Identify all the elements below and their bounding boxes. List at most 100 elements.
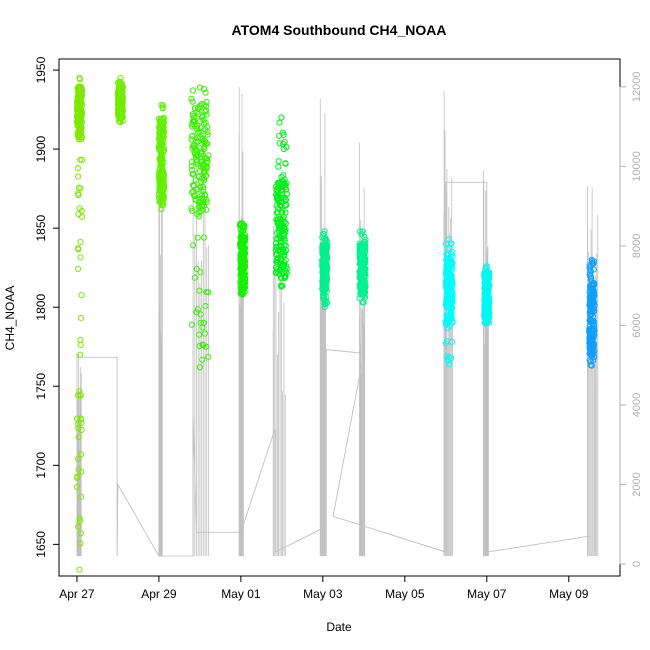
ch4-point: [484, 291, 491, 298]
ch4-point: [76, 517, 84, 524]
ch4-point: [282, 160, 289, 167]
ch4-point: [277, 216, 284, 223]
ch4-point-extreme: [278, 114, 285, 121]
ch4-point: [201, 143, 208, 150]
ch4-point: [116, 91, 123, 98]
ch4-point: [73, 415, 81, 422]
ch4-point: [447, 298, 454, 305]
ch4-point: [279, 249, 286, 256]
ch4-point: [199, 356, 206, 363]
ch4-point: [196, 331, 203, 338]
x-tick-label: Apr 27: [59, 587, 95, 601]
y-tick-label: 1950: [34, 56, 48, 83]
ch4-point: [591, 354, 598, 361]
ch4-point: [486, 269, 493, 276]
ch4-point: [78, 213, 86, 220]
ch4-point: [205, 152, 212, 159]
ch4-point: [156, 143, 163, 150]
ch4-point: [160, 131, 167, 139]
ch4-point: [74, 473, 81, 480]
ch4-point: [322, 300, 329, 307]
secondary-series: [76, 86, 599, 557]
ch4-point: [75, 173, 82, 180]
ch4-point: [442, 321, 450, 328]
ch4-point: [160, 119, 167, 126]
ch4-point: [159, 129, 166, 136]
y-tick-label: 1900: [34, 135, 48, 162]
ch4-point: [587, 307, 594, 314]
ch4-point: [78, 91, 85, 98]
ch4-point: [443, 338, 451, 345]
ch4-point: [276, 232, 283, 240]
ch4-point: [76, 121, 84, 129]
ch4-point: [274, 187, 281, 194]
ch4-point: [194, 152, 201, 159]
ch4-point: [586, 283, 594, 290]
ch4-point: [77, 351, 84, 358]
ch4-cluster: [356, 228, 369, 306]
ch4-point: [198, 128, 205, 135]
ch4-point: [78, 419, 85, 426]
ch4-point: [191, 142, 198, 149]
ch4-point: [485, 301, 492, 308]
ch4-point: [319, 245, 326, 252]
ch4-point: [274, 193, 282, 200]
ch4-cluster: [586, 256, 598, 369]
ch4-point: [189, 189, 196, 196]
ch4-point-extreme: [196, 84, 203, 91]
ch4-point: [190, 242, 197, 249]
ch4-point: [280, 258, 287, 265]
ch4-point: [240, 255, 247, 262]
ch4-point: [196, 102, 203, 109]
ch4-point: [280, 131, 287, 138]
ch4-point: [280, 172, 287, 179]
ch4-point: [278, 199, 285, 206]
ch4-point: [204, 131, 211, 138]
ch4-point: [587, 330, 594, 337]
ch4-cluster: [155, 101, 168, 213]
ch4-cluster: [188, 84, 212, 371]
ch4-point: [200, 234, 208, 241]
ch4-point: [77, 540, 84, 547]
ch4-point: [78, 426, 85, 434]
ch4-point: [324, 275, 331, 282]
y-tick-label: 1650: [34, 531, 48, 558]
ch4-point: [78, 136, 85, 143]
ch4-point: [358, 284, 365, 291]
ch4-point: [444, 325, 451, 332]
ch4-point: [280, 178, 287, 185]
ch4-cluster: [442, 236, 456, 368]
ch4-point: [276, 271, 283, 278]
ch4-point: [361, 263, 368, 271]
ch4-point: [445, 285, 452, 292]
ch4-point: [587, 270, 594, 277]
ch4-point: [77, 341, 84, 348]
ch4-point: [483, 276, 491, 283]
ch4-point: [196, 343, 203, 350]
ch4-point: [159, 193, 166, 200]
ch4-point-extreme: [483, 263, 490, 270]
ch4-point: [446, 271, 453, 279]
ch4-point: [275, 163, 282, 170]
y2-tick-label: 8000: [631, 234, 643, 258]
ch4-point: [194, 234, 201, 241]
ch4-point: [189, 133, 196, 140]
ch4-point: [442, 278, 449, 285]
ch4-point: [116, 106, 123, 113]
ch4-point: [449, 318, 456, 325]
ch4-point: [200, 85, 208, 93]
ch4-point: [77, 83, 84, 91]
ch4-points: [73, 74, 598, 573]
ch4-point: [74, 165, 81, 172]
ch4-point: [482, 277, 489, 284]
ch4-point: [241, 249, 248, 256]
ch4-point: [192, 193, 199, 200]
ch4-point: [201, 146, 208, 153]
ch4-point-extreme: [588, 362, 595, 369]
ch4-point: [115, 85, 122, 92]
ch4-point: [198, 192, 205, 199]
ch4-point: [77, 156, 84, 163]
ch4-point: [443, 265, 451, 272]
ch4-point: [587, 316, 594, 323]
